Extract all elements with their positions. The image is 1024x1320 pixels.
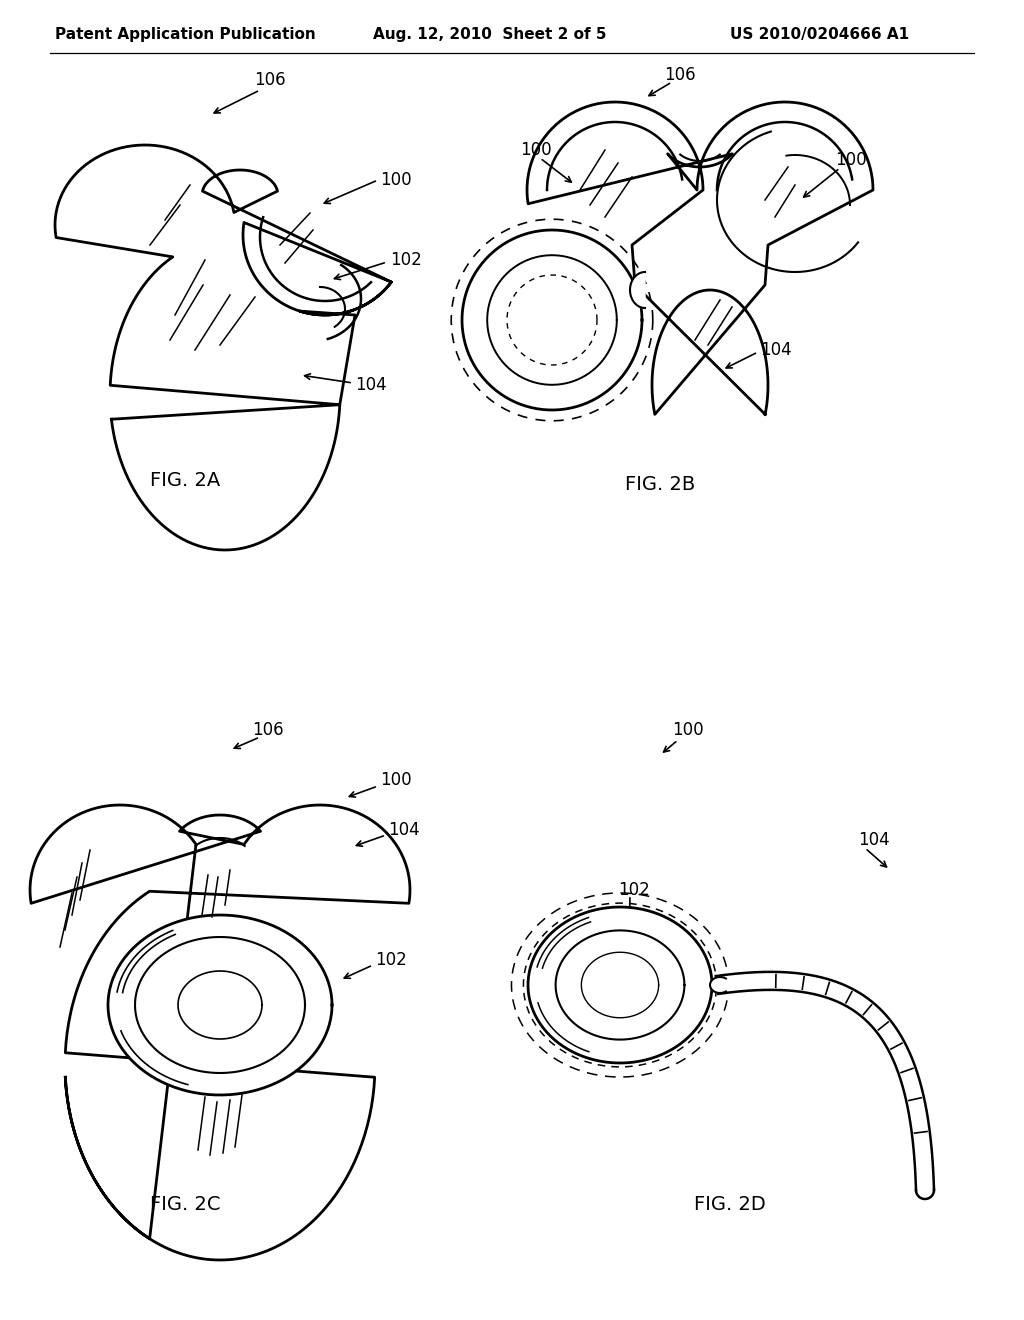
Text: 106: 106: [665, 66, 696, 84]
Polygon shape: [108, 915, 332, 1096]
Text: US 2010/0204666 A1: US 2010/0204666 A1: [730, 28, 909, 42]
Text: 104: 104: [858, 832, 890, 849]
Polygon shape: [710, 977, 726, 993]
Text: FIG. 2C: FIG. 2C: [150, 1196, 220, 1214]
Text: 104: 104: [355, 376, 387, 393]
Text: 100: 100: [380, 172, 412, 189]
Text: 102: 102: [390, 251, 422, 269]
Polygon shape: [55, 145, 391, 550]
Polygon shape: [716, 972, 934, 1191]
Text: 102: 102: [375, 950, 407, 969]
Text: FIG. 2B: FIG. 2B: [625, 475, 695, 495]
Polygon shape: [528, 907, 712, 1063]
Polygon shape: [630, 272, 645, 308]
Polygon shape: [30, 805, 410, 1261]
Text: 102: 102: [618, 880, 650, 899]
Text: 104: 104: [388, 821, 420, 840]
Text: 106: 106: [252, 721, 284, 739]
Text: Patent Application Publication: Patent Application Publication: [54, 28, 315, 42]
Polygon shape: [527, 102, 873, 414]
Text: 102: 102: [539, 376, 570, 393]
Text: Aug. 12, 2010  Sheet 2 of 5: Aug. 12, 2010 Sheet 2 of 5: [374, 28, 607, 42]
Text: 100: 100: [520, 141, 552, 158]
Text: FIG. 2A: FIG. 2A: [150, 470, 220, 490]
Polygon shape: [462, 230, 642, 411]
Text: 100: 100: [672, 721, 703, 739]
Text: 100: 100: [835, 150, 866, 169]
Text: 106: 106: [254, 71, 286, 88]
Text: 104: 104: [760, 341, 792, 359]
Text: 100: 100: [380, 771, 412, 789]
Text: FIG. 2D: FIG. 2D: [694, 1196, 766, 1214]
